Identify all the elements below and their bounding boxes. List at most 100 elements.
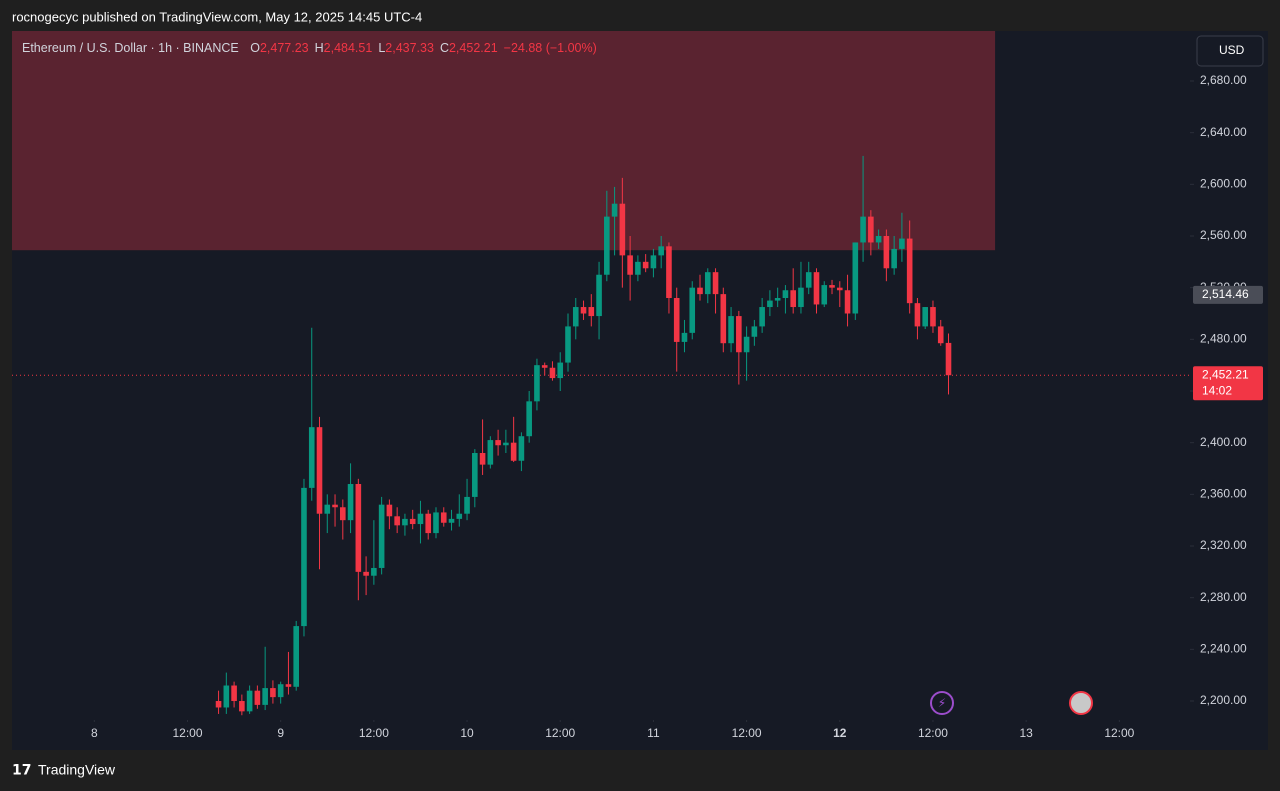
marker-price-label: 2,514.46 <box>1202 287 1249 301</box>
candle-body <box>945 342 952 376</box>
candle-body <box>239 701 245 712</box>
candle-body <box>712 272 719 295</box>
y-tick-label: 2,240.00 <box>1200 642 1247 656</box>
candle-body <box>619 203 626 256</box>
candle-body <box>526 401 532 437</box>
candle-body <box>270 688 276 698</box>
candle-body <box>479 453 486 465</box>
candle-body <box>689 287 696 333</box>
candle-body <box>487 440 494 465</box>
candle-body <box>495 440 501 446</box>
candle-body <box>666 246 672 298</box>
y-tick-label: 2,400.00 <box>1200 435 1247 449</box>
x-tick-label: 12:00 <box>359 726 389 740</box>
candle-body <box>301 487 307 627</box>
candle-body <box>774 297 781 301</box>
candle-body <box>440 512 447 523</box>
candle-body <box>355 484 362 572</box>
publisher: rocnogecyc published on TradingView.com,… <box>12 9 422 24</box>
x-tick-label: 12 <box>833 726 847 740</box>
last-price-box <box>1193 366 1263 401</box>
candle-body <box>254 690 261 705</box>
candle-body <box>541 365 548 368</box>
candle-body <box>728 316 734 344</box>
candle-body <box>572 307 579 327</box>
candle-body <box>402 518 408 526</box>
candle-body <box>813 272 820 305</box>
candle-body <box>394 516 400 526</box>
candle-body <box>456 513 463 519</box>
y-tick-label: 2,640.00 <box>1200 125 1247 139</box>
candle-body <box>860 216 866 243</box>
candle-body <box>386 504 393 517</box>
candle-body <box>557 362 564 379</box>
y-tick-label: 2,680.00 <box>1200 73 1247 87</box>
candle-body <box>891 248 897 269</box>
candle-body <box>759 307 765 327</box>
candle-body <box>883 235 890 269</box>
x-tick-label: 12:00 <box>1104 726 1134 740</box>
last-price-label: 2,452.21 <box>1202 367 1249 381</box>
candle-body <box>565 326 571 363</box>
candle-body <box>316 427 323 514</box>
candle-body <box>262 688 268 705</box>
candle-body <box>308 427 315 488</box>
candle-body <box>627 255 633 275</box>
candle-body <box>340 507 346 521</box>
us-event-icon[interactable] <box>1069 691 1093 715</box>
candle-body <box>246 690 253 712</box>
candle-body <box>681 332 688 342</box>
ohlc-value: 2,452.21 <box>449 41 498 55</box>
x-tick-label: 11 <box>647 726 660 740</box>
candle-body <box>906 238 913 304</box>
candle-body <box>798 287 804 308</box>
candle-body <box>293 626 300 687</box>
axes: 2,200.00 2,240.00 2,280.00 2,320.00 2,360.00… <box>91 73 1263 740</box>
currency-button[interactable] <box>1196 35 1264 67</box>
currency-label[interactable]: USD <box>1219 43 1245 57</box>
candle-body <box>720 294 727 344</box>
x-tick-label: 12:00 <box>172 726 202 740</box>
candle-body <box>580 307 587 314</box>
candle-body <box>868 216 874 243</box>
event-icon-glyph[interactable]: ⚡ <box>938 696 946 710</box>
ohlc-value: 2,437.33 <box>385 41 434 55</box>
candle-body <box>743 336 750 353</box>
candle-body <box>821 285 828 305</box>
candle-body <box>650 255 657 269</box>
y-tick-label: 2,360.00 <box>1200 487 1247 501</box>
candle-body <box>534 365 540 402</box>
candle-body <box>433 512 439 534</box>
countdown: 14:02 <box>1202 383 1232 397</box>
candle-body <box>736 316 742 353</box>
event-icon[interactable] <box>930 691 954 715</box>
candle-body <box>782 290 789 298</box>
candle-body <box>930 307 936 327</box>
candle-body <box>510 442 517 461</box>
candle-body <box>899 238 905 249</box>
candle-body <box>371 567 377 576</box>
ohlc-key: C <box>440 41 449 55</box>
y-tick-label: 2,600.00 <box>1200 176 1247 190</box>
candle-body <box>588 307 595 317</box>
candle-body <box>215 701 222 708</box>
plot <box>12 31 1190 716</box>
candle-body <box>503 442 509 446</box>
y-tick-label: 2,560.00 <box>1200 228 1247 242</box>
candle-body <box>231 685 237 702</box>
candle-body <box>285 684 292 687</box>
candle-body <box>751 326 758 337</box>
candle-body <box>378 504 385 568</box>
y-tick-label: 2,200.00 <box>1200 693 1247 707</box>
candle-body <box>223 685 230 708</box>
candle-body <box>518 436 525 461</box>
candle-body <box>790 290 796 308</box>
candle-body <box>347 484 354 521</box>
ohlc-key: H <box>315 41 324 55</box>
candle-body <box>704 272 711 295</box>
resistance-zone <box>12 31 996 251</box>
candle-body <box>635 261 641 275</box>
x-tick-label: 12:00 <box>918 726 948 740</box>
candle-body <box>549 367 556 379</box>
